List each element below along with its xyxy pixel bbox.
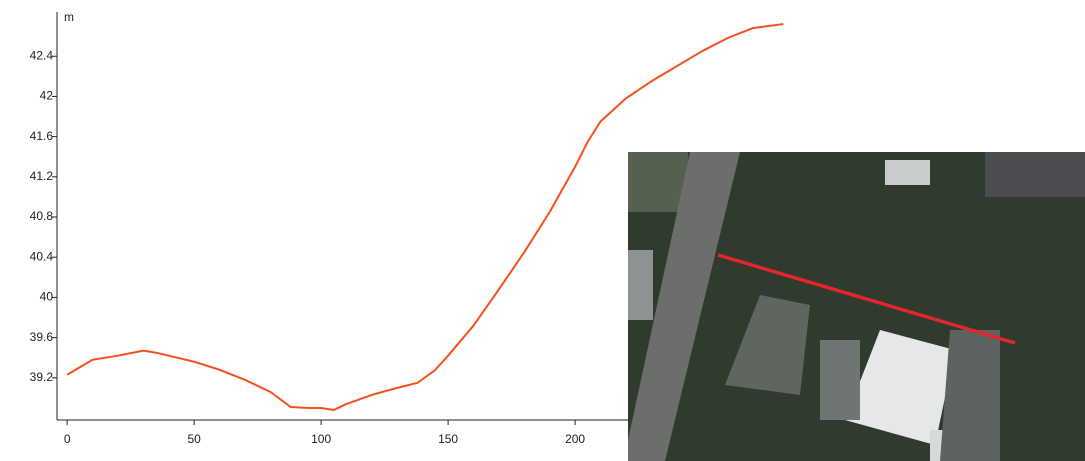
building: [885, 160, 930, 185]
y-tick-label: 39.2: [30, 370, 54, 384]
parking: [940, 330, 1000, 461]
parking: [628, 250, 653, 320]
chart: m 39.2 39.6 40 40.4 40.8 41.2 41.6 42 42.4 0 50 100…: [0, 0, 1085, 461]
building: [985, 152, 1085, 197]
x-tick-label: 150: [438, 432, 458, 446]
y-tick-label: 42: [40, 89, 54, 103]
x-tick-label: 0: [64, 432, 71, 446]
y-tick-label: 39.6: [30, 330, 54, 344]
y-tick-label: 40: [40, 290, 54, 304]
x-tick-label: 100: [311, 432, 331, 446]
y-axis-label: m: [64, 10, 74, 24]
x-tick-label: 50: [187, 432, 201, 446]
y-tick-label: 42.4: [30, 48, 54, 62]
y-tick-label: 40.4: [30, 249, 54, 263]
parking: [820, 340, 860, 420]
y-tick-label: 41.6: [30, 129, 54, 143]
y-tick-label: 41.2: [30, 169, 54, 183]
x-tick-label: 200: [565, 432, 585, 446]
y-tick-label: 40.8: [30, 209, 54, 223]
map-area: [628, 152, 688, 212]
aerial-map: [628, 152, 1085, 461]
